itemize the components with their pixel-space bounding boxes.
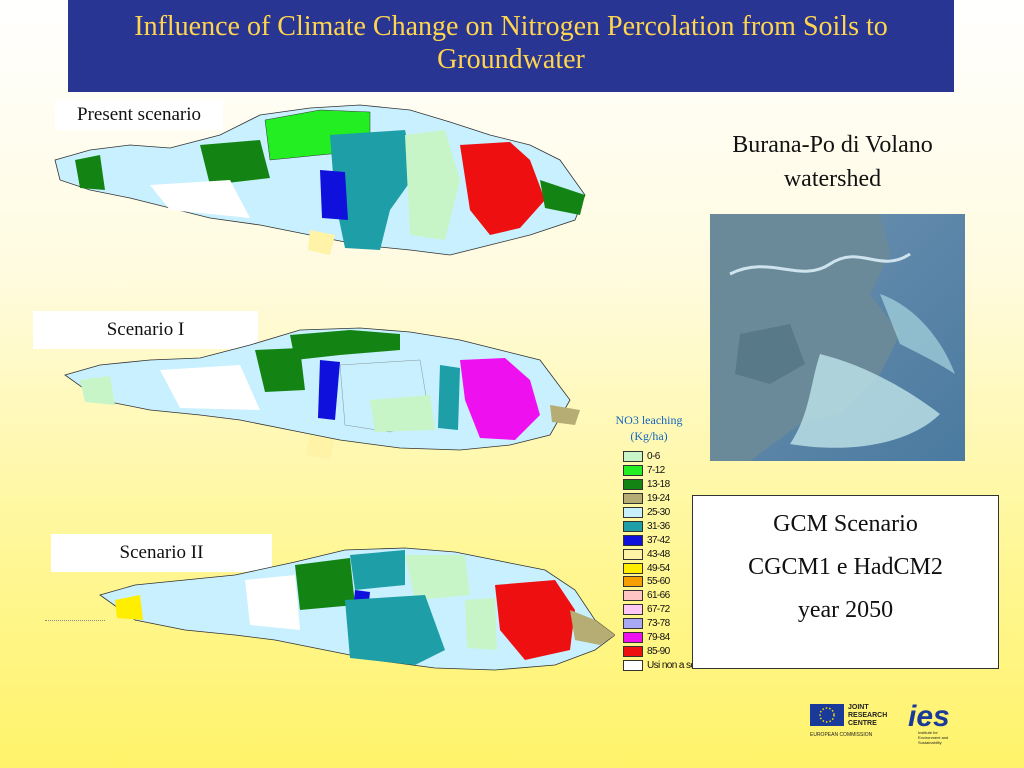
map-scenario-1: [64, 327, 580, 460]
legend-label: 7-12: [647, 465, 665, 477]
legend-item: 79-84: [623, 631, 728, 645]
legend-item: 49-54: [623, 561, 728, 575]
ies-sub1: Institute for: [918, 730, 938, 735]
legend-swatch: [623, 618, 643, 630]
legend-label: 49-54: [647, 562, 670, 574]
legend-swatch: [623, 548, 643, 560]
legend-item: 19-24: [623, 492, 728, 506]
legend-item: 85-90: [623, 644, 728, 658]
legend: 0-6 7-12 13-18 19-24 25-30 31-36 37-42 43-48 49-…: [623, 450, 728, 672]
legend-label: 73-78: [647, 618, 670, 630]
legend-item: 55-60: [623, 575, 728, 589]
region-title-line2: watershed: [783, 166, 882, 192]
legend-item: 25-30: [623, 506, 728, 520]
legend-swatch: [623, 520, 643, 532]
legend-label: 61-66: [647, 590, 670, 602]
gcm-scenario-box: GCM Scenario CGCM1 e HadCM2 year 2050: [692, 495, 999, 669]
gcm-line3: year 2050: [797, 597, 894, 623]
legend-item: 43-48: [623, 547, 728, 561]
map-scenario-2: [99, 547, 615, 671]
ies-logo: ies: [908, 700, 950, 733]
legend-item: 7-12: [623, 464, 728, 478]
legend-label: 67-72: [647, 604, 670, 616]
jrc-line2: RESEARCH: [848, 712, 887, 719]
legend-item: 61-66: [623, 589, 728, 603]
eu-flag-icon: [810, 704, 844, 726]
region-title-line1: Burana-Po di Volano: [732, 132, 933, 158]
ies-sub2: Environment and: [918, 735, 948, 740]
dotted-line: [45, 620, 105, 621]
legend-swatch: [623, 493, 643, 505]
legend-label: 0-6: [647, 451, 660, 463]
legend-label: 25-30: [647, 507, 670, 518]
institution-logos: JOINT RESEARCH CENTRE EUROPEAN COMMISSIO…: [810, 700, 950, 745]
legend-item: 31-36: [623, 519, 728, 533]
map-present-scenario: [54, 104, 586, 256]
legend-title-line1: NO3 leaching: [615, 413, 683, 427]
label-scenario-1: Scenario I: [33, 311, 258, 349]
jrc-line3: CENTRE: [848, 720, 877, 727]
ies-sub3: Sustainability: [918, 740, 942, 745]
legend-swatch: [623, 576, 643, 588]
legend-swatch: [623, 534, 643, 546]
legend-item: 13-18: [623, 478, 728, 492]
label-present-scenario: Present scenario: [55, 100, 223, 130]
legend-swatch: [623, 645, 643, 657]
satellite-photo: [710, 214, 965, 461]
legend-item: 73-78: [623, 617, 728, 631]
legend-title: NO3 leaching (Kg/ha): [594, 412, 704, 444]
legend-label: 31-36: [647, 520, 670, 532]
gcm-line1: GCM Scenario: [773, 511, 918, 537]
region-title: Burana-Po di Volano watershed: [700, 128, 965, 196]
legend-swatch: [623, 632, 643, 644]
legend-label: 55-60: [647, 576, 670, 588]
legend-swatch: [623, 451, 643, 463]
jrc-line1: JOINT: [848, 704, 869, 711]
legend-label: 43-48: [647, 548, 670, 560]
legend-swatch: [623, 479, 643, 491]
legend-swatch: [623, 465, 643, 477]
legend-swatch: [623, 659, 643, 671]
legend-swatch: [623, 590, 643, 602]
legend-label: 13-18: [647, 479, 670, 491]
gcm-line2: CGCM1 e HadCM2: [748, 554, 943, 580]
legend-item: Usi non a seminativo: [623, 658, 728, 672]
ec-label: EUROPEAN COMMISSION: [810, 732, 873, 738]
legend-label: 85-90: [647, 645, 670, 657]
legend-item: 37-42: [623, 533, 728, 547]
legend-title-line2: (Kg/ha): [630, 429, 668, 443]
slide-title: Influence of Climate Change on Nitrogen …: [68, 0, 954, 92]
legend-swatch: [623, 507, 643, 518]
legend-label: Usi non a seminativo: [647, 659, 728, 671]
legend-label: 79-84: [647, 632, 670, 644]
legend-item: 67-72: [623, 603, 728, 617]
legend-item: 0-6: [623, 450, 728, 464]
label-scenario-2: Scenario II: [51, 534, 272, 572]
legend-label: 19-24: [647, 493, 670, 505]
legend-swatch: [623, 604, 643, 616]
legend-label: 37-42: [647, 534, 670, 546]
legend-swatch: [623, 562, 643, 574]
